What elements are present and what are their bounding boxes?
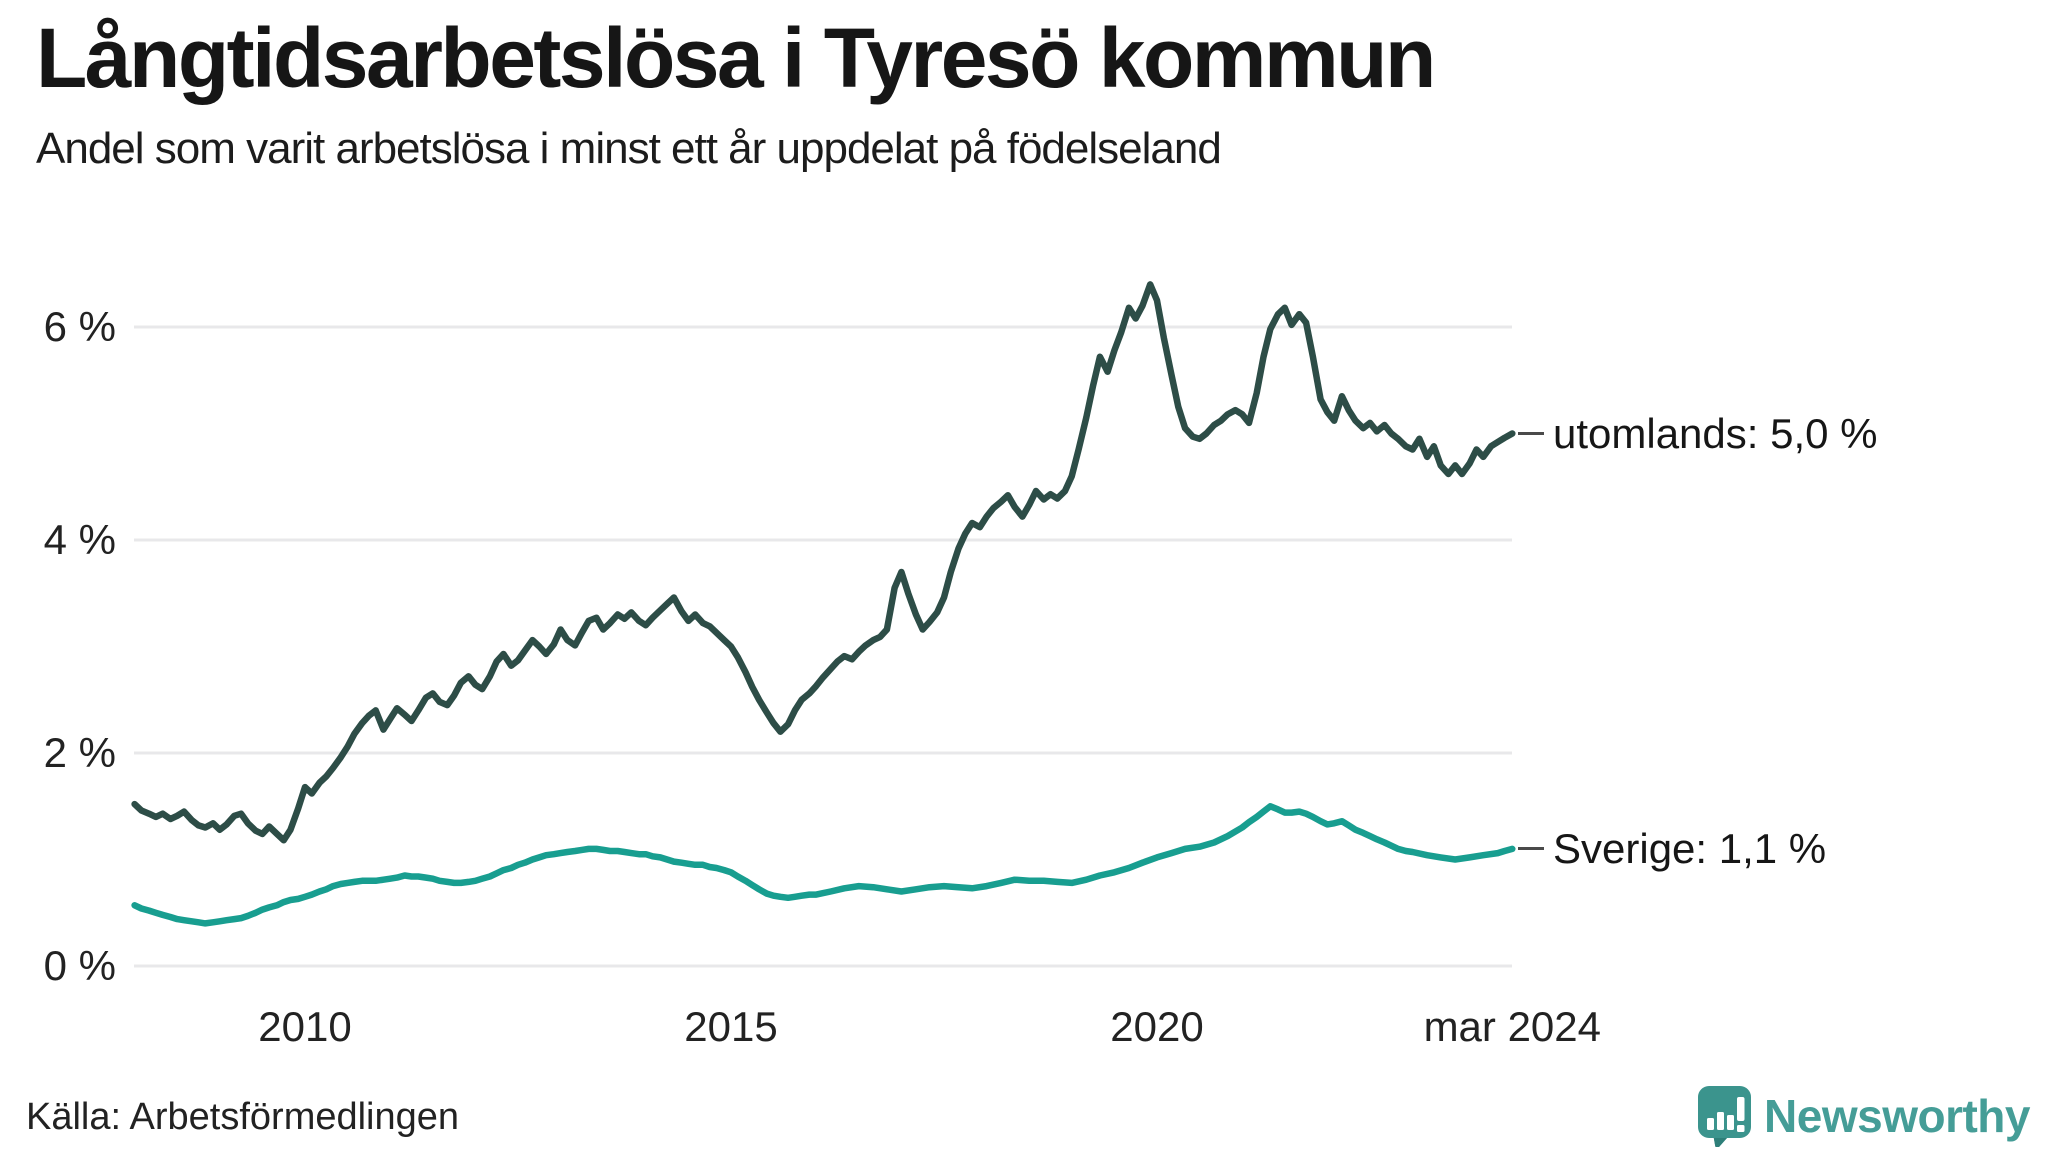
newsworthy-bubble-icon bbox=[1698, 1086, 1752, 1147]
y-axis-tick-label: 4 % bbox=[43, 516, 116, 563]
x-axis-tick-label: mar 2024 bbox=[1423, 1003, 1601, 1050]
chart-subtitle: Andel som varit arbetslösa i minst ett å… bbox=[36, 124, 1222, 173]
series-end-label-text: Sverige: 1,1 % bbox=[1553, 824, 1827, 872]
chart-title: Långtidsarbetslösa i Tyresö kommun bbox=[36, 11, 1436, 105]
series-line-utomlands bbox=[131, 281, 1516, 844]
series-end-label-utomlands: utomlands: 5,0 % bbox=[1518, 407, 1878, 461]
label-leader-dash bbox=[1518, 432, 1544, 435]
series-end-label-text: utomlands: 5,0 % bbox=[1553, 409, 1878, 457]
x-axis-tick-label: 2015 bbox=[684, 1003, 778, 1050]
y-axis-tick-label: 0 % bbox=[43, 942, 116, 989]
x-axis-tick-label: 2010 bbox=[258, 1003, 352, 1050]
newsworthy-logo: Newsworthy bbox=[1696, 1085, 2030, 1147]
x-axis-tick-label: 2020 bbox=[1110, 1003, 1204, 1050]
y-axis-tick-label: 2 % bbox=[43, 729, 116, 776]
label-leader-dash bbox=[1518, 847, 1544, 851]
series-end-label-sverige: Sverige: 1,1 % bbox=[1518, 822, 1826, 876]
y-axis-tick-label: 6 % bbox=[43, 303, 116, 350]
series-line-sverige bbox=[131, 803, 1516, 927]
newsworthy-wordmark: Newsworthy bbox=[1764, 1090, 2030, 1142]
source-note: Källa: Arbetsförmedlingen bbox=[26, 1096, 460, 1138]
